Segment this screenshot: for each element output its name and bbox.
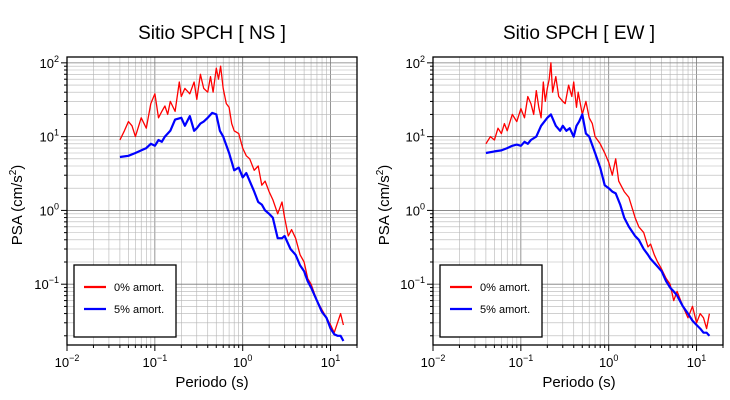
y-tick-label: 102	[406, 54, 425, 71]
chart-panel-ns: Sitio SPCH [ NS ] Periodo (s) PSA (cm/s2…	[8, 23, 358, 391]
plot-area: 10−2 10−1 100 101 10−1 100 101 102	[34, 54, 358, 370]
series-line-damping-5	[119, 111, 345, 342]
plot-frame	[66, 56, 358, 346]
chart-panel-ew: Sitio SPCH [ EW ] Periodo (s) PSA (cm/s2…	[375, 23, 724, 391]
legend-label: 5% amort.	[114, 304, 164, 316]
x-tick-label: 10−1	[508, 353, 533, 370]
legend-box	[73, 264, 177, 338]
x-tick-label: 10−2	[55, 353, 80, 370]
chart-title: Sitio SPCH [ NS ]	[138, 23, 286, 44]
x-axis-label: Periodo (s)	[542, 374, 615, 391]
x-axis-label: Periodo (s)	[175, 374, 248, 391]
y-tick-label: 101	[40, 128, 59, 145]
plot-area: 10−2 10−1 100 101 10−1 100 101 102	[400, 54, 724, 370]
x-tick-label: 10−1	[142, 353, 167, 370]
legend: 0% amort. 5% amort.	[439, 264, 543, 338]
plot-frame	[432, 56, 724, 346]
x-tick-label: 101	[321, 353, 340, 370]
y-tick-label: 102	[40, 54, 59, 71]
y-tick-label: 101	[406, 128, 425, 145]
legend-label: 0% amort.	[114, 282, 164, 294]
chart-title: Sitio SPCH [ EW ]	[503, 23, 655, 44]
legend-label: 0% amort.	[480, 282, 530, 294]
legend-label: 5% amort.	[480, 304, 530, 316]
legend-box	[439, 264, 543, 338]
series-line-damping-0	[119, 65, 345, 334]
series-line-damping-5	[485, 113, 711, 337]
y-axis-label: PSA (cm/s2)	[375, 165, 393, 246]
x-tick-label: 100	[599, 353, 618, 370]
y-tick-label: 100	[40, 201, 59, 218]
x-tick-label: 101	[687, 353, 706, 370]
y-axis-label: PSA (cm/s2)	[8, 165, 26, 246]
x-tick-label: 100	[233, 353, 252, 370]
y-tick-label: 100	[406, 201, 425, 218]
y-tick-label: 10−1	[400, 275, 425, 292]
legend: 0% amort. 5% amort.	[73, 264, 177, 338]
x-tick-label: 10−2	[421, 353, 446, 370]
grid	[432, 57, 724, 345]
y-tick-label: 10−1	[34, 275, 59, 292]
